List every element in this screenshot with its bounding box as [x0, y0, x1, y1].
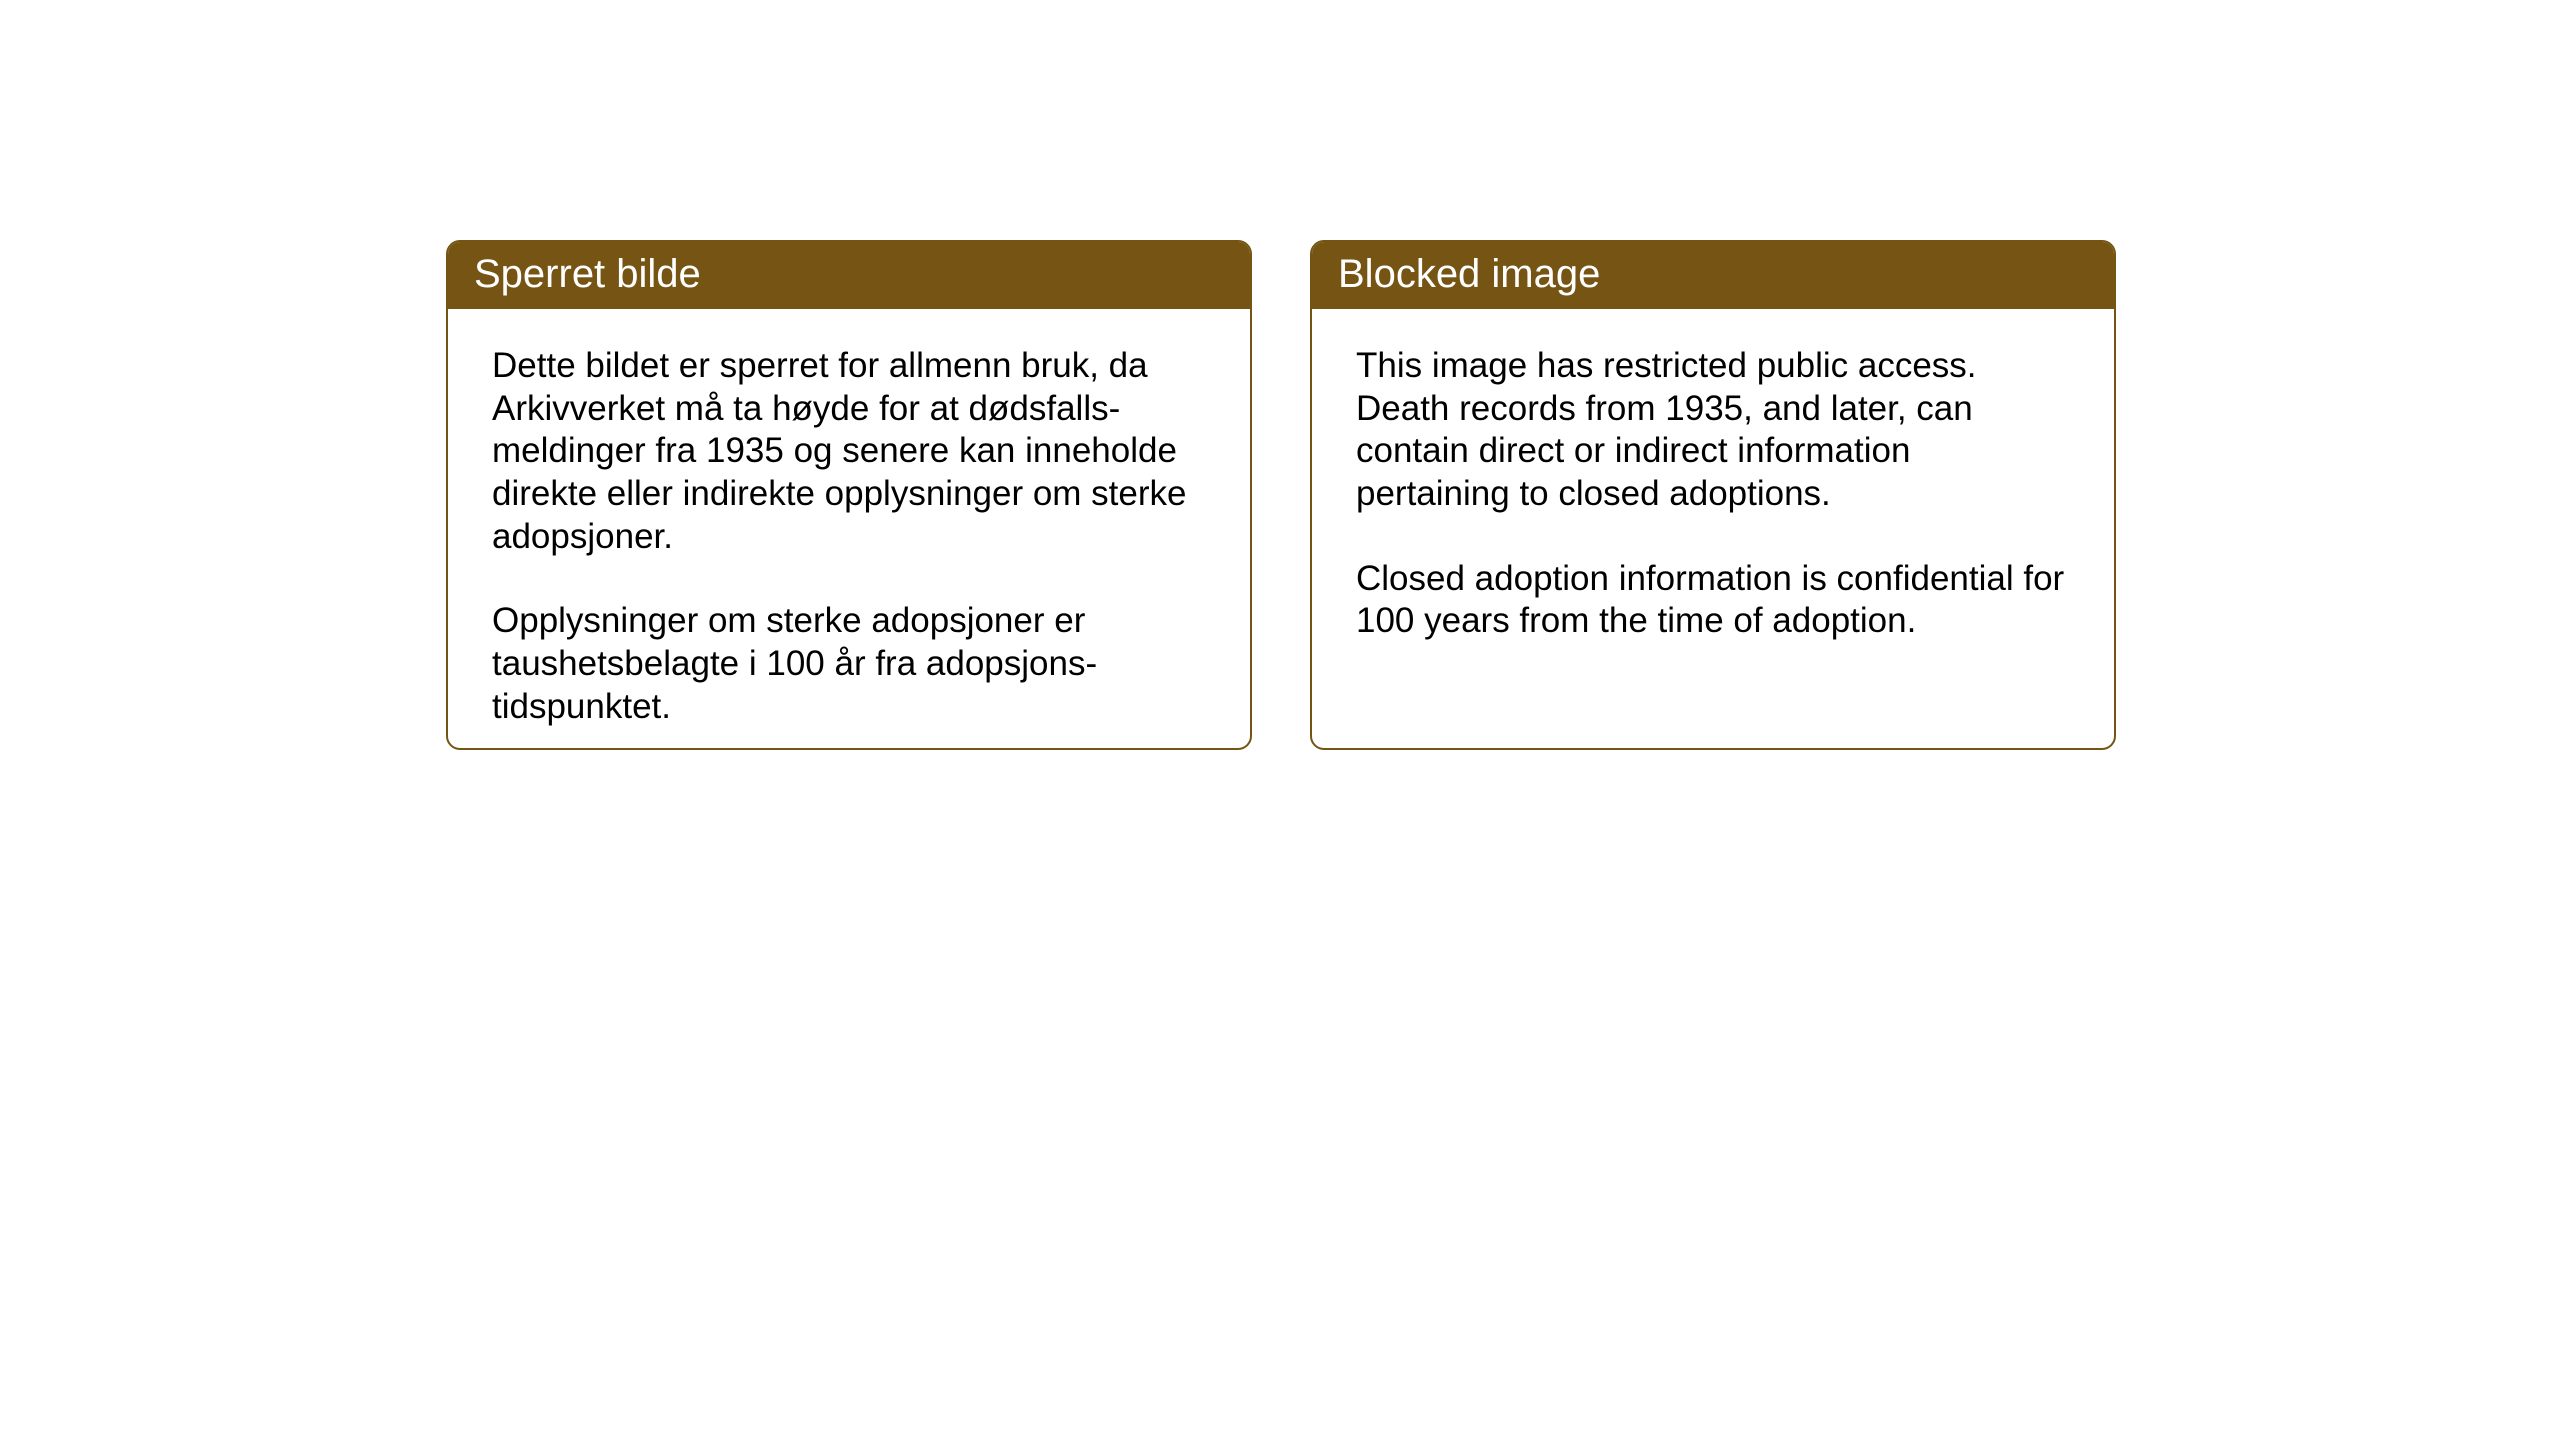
- card-title-norwegian: Sperret bilde: [448, 242, 1250, 309]
- notice-cards-container: Sperret bilde Dette bildet er sperret fo…: [446, 240, 2116, 750]
- card-title-english: Blocked image: [1312, 242, 2114, 309]
- card-body-english: This image has restricted public access.…: [1312, 309, 2114, 679]
- card-paragraph: Opplysninger om sterke adopsjoner er tau…: [492, 600, 1206, 728]
- card-paragraph: This image has restricted public access.…: [1356, 345, 2070, 516]
- card-paragraph: Closed adoption information is confident…: [1356, 558, 2070, 643]
- notice-card-english: Blocked image This image has restricted …: [1310, 240, 2116, 750]
- card-body-norwegian: Dette bildet er sperret for allmenn bruk…: [448, 309, 1250, 750]
- notice-card-norwegian: Sperret bilde Dette bildet er sperret fo…: [446, 240, 1252, 750]
- card-paragraph: Dette bildet er sperret for allmenn bruk…: [492, 345, 1206, 558]
